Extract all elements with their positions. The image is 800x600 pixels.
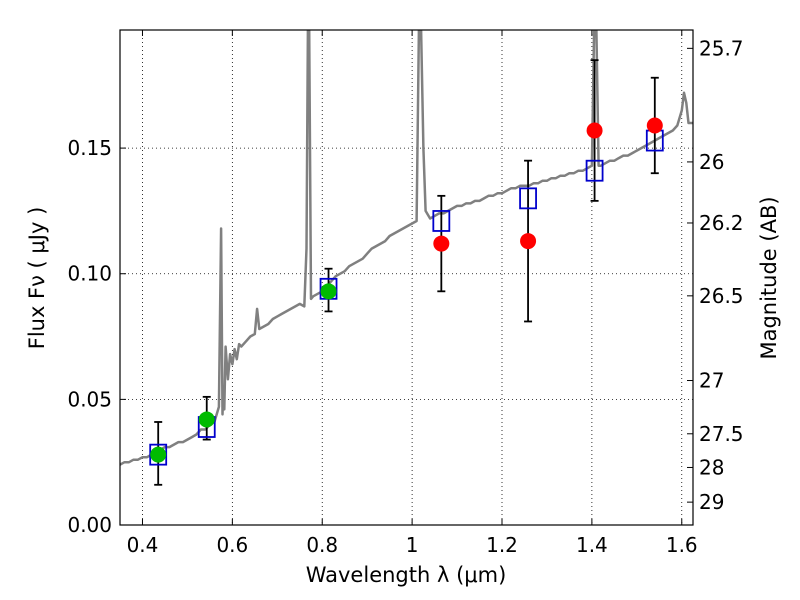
mag-tick-label: 26 [699, 150, 724, 174]
x-tick-label: 0.4 [127, 533, 159, 557]
x-tick-label: 1 [406, 533, 419, 557]
x-tick-label: 1.6 [666, 533, 698, 557]
detection-point [646, 117, 663, 134]
detection-point [520, 233, 537, 250]
plot-frame [119, 29, 694, 526]
grid [120, 30, 693, 526]
model-photometry-layer [149, 129, 664, 466]
axis-ticks: 0.4 0.6 0.8 1 1.2 1.4 1.6 0.00 0.05 0.10 0.15 25.7 2… [67, 30, 744, 557]
x-tick-label: 1.2 [486, 533, 518, 557]
mag-tick-label: 29 [699, 490, 724, 514]
detections-layer [150, 117, 663, 463]
mag-tick-label: 26.5 [699, 284, 744, 308]
y-tick-label: 0.00 [67, 513, 112, 537]
errorbar-layer [154, 59, 659, 486]
mag-tick-label: 27.5 [699, 422, 744, 446]
mag-tick-label: 28 [699, 455, 724, 479]
detection-point [198, 411, 215, 428]
y2-axis-title: Magnitude (AB) [757, 196, 781, 359]
detection-point [150, 446, 167, 463]
x-tick-label: 0.6 [216, 533, 248, 557]
mag-tick-label: 25.7 [699, 36, 744, 60]
x-axis-title: Wavelength λ (μm) [306, 563, 507, 587]
model-point [519, 187, 537, 210]
mag-tick-label: 27 [699, 369, 724, 393]
model-point [432, 210, 451, 232]
y-tick-label: 0.10 [67, 262, 112, 286]
detection-point [433, 235, 450, 252]
y-tick-label: 0.15 [67, 136, 112, 160]
y-axis-title: Flux Fν ( μJy ) [25, 207, 49, 350]
model-point [585, 159, 604, 182]
spectrum-line [120, 30, 693, 466]
x-tick-label: 0.8 [306, 533, 338, 557]
spectrum-layer [120, 30, 693, 466]
mag-tick-label: 26.2 [699, 211, 744, 235]
y-tick-label: 0.05 [67, 387, 112, 411]
detection-point [586, 122, 603, 139]
detection-point [320, 283, 337, 300]
x-tick-label: 1.4 [576, 533, 608, 557]
